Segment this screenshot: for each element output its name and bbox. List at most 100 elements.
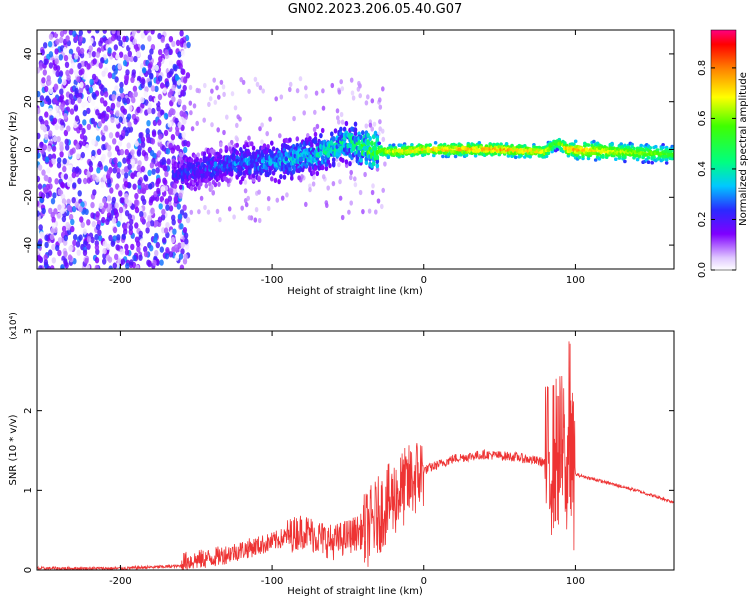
heatmap-cell: [73, 234, 78, 241]
heatmap-cell: [150, 30, 155, 35]
heatmap-cell: [371, 160, 376, 167]
heatmap-cell: [79, 81, 84, 89]
heatmap-cell: [180, 241, 185, 249]
heatmap-cell: [44, 156, 50, 163]
heatmap-cell: [258, 85, 263, 91]
heatmap-cell: [477, 141, 482, 145]
heatmap-cell: [158, 56, 163, 63]
heatmap-cell: [285, 192, 289, 198]
heatmap-cell: [375, 163, 380, 169]
heatmap-cell: [78, 205, 83, 213]
heatmap-cell: [519, 153, 523, 158]
heatmap-cell: [573, 139, 578, 144]
heatmap-cell: [137, 160, 142, 167]
heatmap-cell: [118, 51, 124, 58]
heatmap-cell: [50, 227, 55, 234]
heatmap-cell: [45, 95, 50, 102]
heatmap-cell: [105, 218, 110, 225]
heatmap-cell: [127, 121, 132, 128]
heatmap-cell: [213, 182, 218, 188]
heatmap-cell: [441, 154, 445, 159]
heatmap-cell: [37, 200, 40, 207]
heatmap-cell: [140, 216, 145, 223]
heatmap-cell: [43, 174, 48, 181]
heatmap-cell: [133, 43, 139, 50]
heatmap-cell: [124, 172, 129, 179]
heatmap-cell: [132, 254, 137, 262]
heatmap-cell: [129, 91, 134, 99]
heatmap-cell: [338, 179, 342, 185]
heatmap-cell: [57, 249, 62, 257]
heatmap-cell: [106, 105, 111, 113]
heatmap-cell: [37, 90, 41, 98]
heatmap-cell: [162, 237, 167, 244]
heatmap-cell: [632, 146, 636, 151]
heatmap-cell: [132, 38, 137, 45]
heatmap-cell: [127, 163, 132, 170]
heatmap-cell: [131, 30, 137, 36]
heatmap-cell: [353, 176, 357, 182]
heatmap-cell: [134, 222, 139, 229]
heatmap-cell: [215, 208, 220, 214]
heatmap-cell: [167, 121, 172, 128]
heatmap-cell: [126, 142, 131, 149]
heatmap-cell: [182, 204, 187, 211]
heatmap-cell: [92, 189, 97, 196]
heatmap-cell: [65, 35, 70, 42]
heatmap-cell: [120, 258, 126, 265]
heatmap-cell: [65, 69, 70, 77]
heatmap-cell: [373, 146, 378, 152]
heatmap-cell: [219, 79, 224, 85]
heatmap-cell: [74, 201, 80, 208]
heatmap-cell: [246, 195, 250, 201]
heatmap-cell: [182, 111, 187, 118]
heatmap-cell: [210, 88, 214, 94]
heatmap-cell: [110, 103, 116, 110]
heatmap-cell: [85, 143, 90, 151]
heatmap-cell: [112, 167, 117, 174]
heatmap-cell: [147, 63, 152, 70]
heatmap-cell: [668, 149, 673, 154]
heatmap-cell: [361, 209, 365, 215]
heatmap-cell: [149, 162, 155, 169]
heatmap-cell: [92, 84, 97, 92]
heatmap-cell: [107, 47, 112, 54]
heatmap-cell: [304, 201, 308, 207]
heatmap-cell: [156, 105, 161, 112]
heatmap-cell: [51, 145, 57, 152]
colorbar-tick-label: 0.8: [697, 60, 708, 76]
heatmap-cell: [563, 141, 567, 145]
heatmap-cell: [80, 68, 85, 75]
heatmap-cell: [179, 184, 183, 190]
heatmap-cell: [339, 111, 344, 118]
heatmap-cell: [76, 76, 81, 83]
heatmap-cell: [153, 97, 159, 104]
heatmap-cell: [37, 132, 41, 140]
heatmap-cell: [47, 145, 52, 152]
heatmap-cell: [73, 105, 79, 112]
heatmap-cell: [623, 159, 627, 164]
heatmap-cell: [44, 241, 49, 249]
heatmap-cell: [77, 177, 82, 185]
heatmap-cell: [140, 96, 145, 104]
heatmap-cell: [97, 160, 103, 168]
heatmap-cell: [101, 70, 106, 77]
heatmap-cell: [169, 68, 174, 75]
heatmap-cell: [339, 126, 343, 132]
heatmap-cell: [147, 169, 152, 177]
heatmap-cell: [48, 51, 54, 58]
heatmap-cell: [193, 186, 198, 192]
heatmap-cell: [133, 55, 138, 63]
heatmap-cell: [60, 264, 65, 269]
heatmap-cell: [308, 136, 312, 142]
heatmap-cell: [308, 166, 312, 172]
heatmap-cell: [136, 30, 141, 34]
heatmap-cell: [40, 123, 45, 131]
heatmap-cell: [146, 120, 151, 127]
snr-panel: -200 -100 0 100 0 1 2 3 Height of straight line…: [8, 312, 675, 597]
heatmap-cell: [160, 186, 165, 193]
heatmap-cell: [370, 189, 375, 196]
heatmap-cell: [304, 85, 308, 91]
heatmap-cell: [97, 121, 103, 128]
heatmap-cell: [150, 85, 156, 92]
